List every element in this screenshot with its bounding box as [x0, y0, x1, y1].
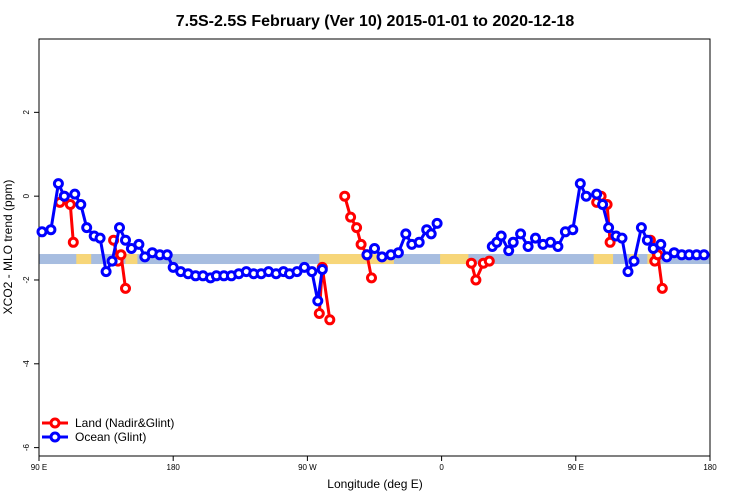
ocean-point — [503, 245, 515, 257]
land-point — [483, 255, 495, 267]
ocean-point — [36, 226, 48, 238]
legend-ocean-label: Ocean (Glint) — [75, 430, 146, 444]
ocean-point — [133, 238, 145, 250]
ocean-point — [100, 266, 112, 278]
ocean-point — [58, 190, 70, 202]
land-band-span — [593, 254, 614, 265]
ocean-point — [392, 247, 404, 259]
ocean-point — [580, 190, 592, 202]
ocean-point — [597, 199, 609, 210]
x-tick-label: 180 — [167, 463, 181, 472]
legend-ocean-marker — [49, 431, 61, 443]
ocean-point — [616, 232, 628, 244]
y-tick-label: -6 — [22, 444, 31, 452]
axes: 90 E 180 90 W 0 90 E 180 -6 -4 -2 0 2 — [22, 110, 717, 472]
land-point — [120, 282, 131, 294]
land-point — [67, 236, 79, 248]
land-point — [115, 249, 127, 261]
ocean-point — [376, 251, 388, 263]
land-point — [351, 222, 363, 234]
legend-land-label: Land (Nadir&Glint) — [75, 416, 174, 430]
land-point — [355, 238, 367, 250]
legend: Land (Nadir&Glint) Ocean (Glint) — [42, 416, 174, 444]
ocean-point — [369, 243, 380, 254]
ocean-point — [69, 188, 81, 200]
ocean-point — [655, 238, 667, 250]
series-ocean — [36, 178, 710, 307]
ocean-point — [413, 236, 425, 248]
ocean-point — [94, 232, 106, 244]
ocean-point — [603, 222, 615, 234]
ocean-point — [591, 188, 603, 200]
y-axis-label: XCO2 - MLO trend (ppm) — [1, 180, 15, 315]
land-point — [339, 190, 351, 202]
ocean-point — [622, 266, 634, 278]
ocean-point — [361, 249, 373, 261]
ocean-point — [507, 236, 519, 248]
ocean-point — [81, 222, 93, 234]
ocean-point — [316, 264, 328, 275]
x-tick-label: 90 E — [568, 463, 584, 472]
x-axis-label: Longitude (deg E) — [327, 477, 422, 491]
ocean-point — [75, 199, 87, 210]
land-point — [366, 272, 377, 284]
x-tick-label: 180 — [703, 463, 717, 472]
ocean-point — [106, 255, 118, 267]
ocean-point — [45, 224, 57, 236]
ocean-point — [495, 230, 507, 242]
ocean-point — [641, 234, 653, 246]
ocean-point — [425, 228, 437, 240]
land-band-span — [125, 254, 138, 265]
x-tick-label: 90 E — [31, 463, 47, 472]
ocean-point — [312, 295, 324, 307]
y-tick-label: 2 — [22, 110, 31, 115]
ocean-point — [306, 266, 318, 278]
y-tick-label: -2 — [22, 276, 31, 284]
land-point — [64, 199, 76, 210]
land-band-span — [319, 254, 394, 265]
land-band-span — [647, 254, 652, 265]
x-tick-label: 0 — [439, 463, 444, 472]
land-point — [345, 211, 357, 223]
land-line — [343, 195, 373, 279]
ocean-point — [574, 178, 586, 190]
y-tick-label: -4 — [22, 360, 31, 368]
ocean-point — [698, 249, 710, 261]
ocean-point — [522, 241, 534, 252]
ocean-point — [431, 217, 443, 229]
ocean-point — [567, 224, 579, 236]
ocean-point — [114, 222, 125, 234]
ocean-point — [530, 232, 541, 244]
ocean-point — [635, 222, 647, 234]
land-point — [465, 257, 477, 269]
ocean-point — [552, 241, 564, 252]
legend-land-marker — [49, 417, 61, 429]
ocean-point — [120, 234, 131, 246]
ocean-point — [52, 178, 64, 190]
land-band-span — [76, 254, 92, 265]
ocean-point — [628, 255, 640, 267]
land-point — [656, 282, 668, 294]
series-layer — [36, 178, 710, 326]
x-tick-label: 90 W — [298, 463, 317, 472]
land-point — [604, 236, 616, 248]
ocean-point — [515, 228, 527, 240]
chart-title: 7.5S-2.5S February (Ver 10) 2015-01-01 t… — [176, 13, 575, 30]
land-point — [313, 308, 325, 319]
ocean-point — [161, 249, 173, 261]
y-tick-label: 0 — [22, 193, 31, 198]
ocean-point — [400, 228, 412, 240]
plot-frame — [38, 38, 711, 457]
land-point — [470, 274, 482, 286]
land-point — [324, 314, 336, 326]
land-band-span — [440, 254, 469, 265]
